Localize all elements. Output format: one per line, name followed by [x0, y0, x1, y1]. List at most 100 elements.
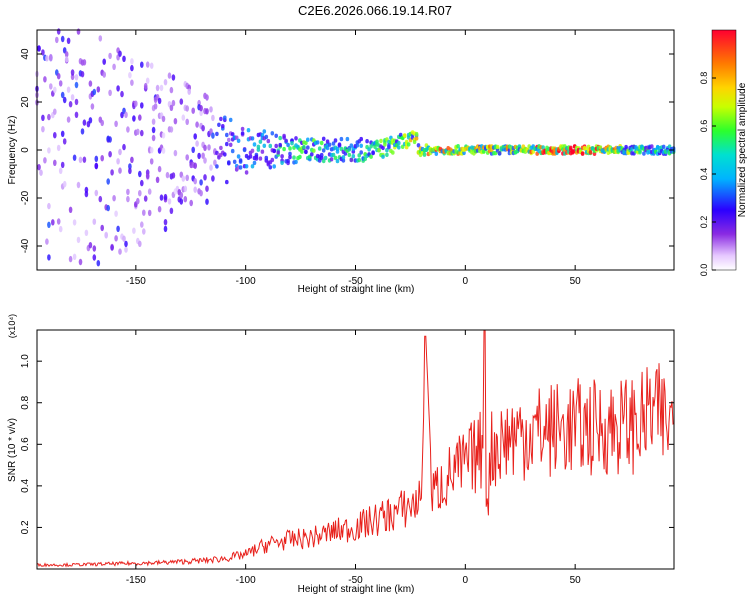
spectrogram-cell [242, 147, 247, 153]
spectrogram-cell [266, 138, 271, 144]
spectrogram-cell [456, 144, 460, 149]
spectrogram-cell [244, 170, 249, 175]
spectrogram-cell [108, 52, 112, 60]
spectrogram-cell [110, 244, 114, 251]
spectrogram-cell [236, 138, 241, 143]
spectrogram-cell [47, 113, 51, 121]
spectrogram-cell [369, 154, 373, 159]
spectrogram-cell [140, 102, 144, 109]
spectrogram-cell [64, 56, 69, 63]
spectrogram-cell [76, 28, 81, 35]
spectrogram-cell [292, 155, 296, 160]
snr-x-tick-label: -100 [236, 575, 256, 586]
spectrogram-cell [157, 165, 162, 173]
spectrogram-cell [126, 195, 130, 203]
spectrogram-cell [181, 114, 186, 121]
spectrogram-cell [383, 142, 387, 147]
spectrogram-cell [78, 156, 83, 163]
spectrogram-cell [290, 141, 294, 146]
spectrogram-cell [341, 155, 346, 160]
spectrogram-cell [130, 58, 134, 65]
spectrogram-cell [136, 128, 140, 135]
spectrogram-cell [193, 133, 197, 140]
spectrogram-cell [335, 158, 340, 164]
colorbar: 0.0 0.2 0.4 0.6 0.8 Normalized spectral ampl… [699, 29, 748, 276]
spectrogram-y-tick-label: 40 [20, 48, 31, 60]
spectrogram-cell [217, 122, 221, 128]
spectrogram-x-tick-label: -100 [236, 276, 256, 287]
spectrogram-cell [116, 225, 120, 232]
colorbar-label: Normalized spectral amplitude [737, 82, 748, 217]
snr-x-ticks: -150 -100 -50 0 50 [126, 330, 581, 586]
spectrogram-cell [37, 45, 41, 52]
spectrogram-cell [312, 148, 316, 153]
spectrogram-cell [171, 99, 176, 107]
spectrogram-cell [106, 178, 110, 185]
spectrogram-cell [140, 179, 144, 187]
spectrogram-cell [98, 35, 103, 42]
spectrogram-cell [227, 137, 231, 143]
spectrogram-cell [359, 136, 364, 142]
spectrogram-cell [185, 154, 189, 161]
spectrogram-cell [541, 145, 545, 150]
spectrogram-cell [60, 130, 65, 137]
spectrogram-cell [49, 83, 53, 90]
spectrogram-cell [250, 148, 255, 153]
spectrogram-cell [252, 160, 257, 166]
spectrogram-cell [155, 176, 160, 183]
spectrogram-cell [227, 160, 231, 165]
spectrogram-cell [414, 136, 419, 141]
spectrogram-cell [70, 73, 75, 81]
spectrogram-cell [167, 72, 172, 79]
snr-x-tick-label: 0 [463, 575, 469, 586]
snr-x-tick-label: 50 [570, 575, 582, 586]
spectrogram-cell [286, 158, 290, 164]
spectrogram-cell [118, 148, 122, 156]
spectrogram-cell [72, 219, 77, 226]
spectrogram-cell [173, 149, 178, 157]
spectrogram-cell [185, 105, 189, 112]
spectrogram-cell [104, 232, 108, 239]
spectrogram-cell [234, 135, 239, 140]
spectrogram-cell [225, 132, 229, 138]
spectrogram-cell [163, 193, 168, 201]
spectrogram-cell [215, 164, 219, 169]
spectrogram-cell [282, 135, 286, 140]
spectrogram-y-label: Frequency (Hz) [7, 116, 18, 185]
spectrogram-cell [106, 204, 110, 212]
spectrogram-cell [82, 119, 87, 126]
spectrogram-cell [78, 258, 83, 266]
spectrogram-cell [74, 81, 79, 89]
spectrogram-cell [102, 71, 106, 78]
spectrogram-cell [167, 198, 172, 205]
spectrogram-cell [173, 118, 178, 125]
spectrogram-cell [66, 37, 71, 44]
spectrogram-cell [321, 136, 326, 141]
spectrogram-cell [138, 170, 142, 178]
spectrogram-x-label: Height of straight line (km) [298, 284, 415, 295]
spectrogram-cell [272, 164, 277, 169]
spectrogram-cell [47, 221, 51, 228]
spectrogram-cell [80, 128, 85, 135]
spectrogram-cell [347, 152, 352, 158]
spectrogram-cell [45, 55, 49, 62]
spectrogram-cell [56, 144, 61, 152]
spectrogram-cell [151, 118, 156, 125]
spectrogram-cell [179, 198, 184, 205]
spectrogram-cell [385, 152, 389, 157]
spectrogram-cell [122, 55, 126, 62]
spectrogram-cell [45, 238, 49, 245]
spectrogram-cell [112, 195, 116, 202]
spectrogram-cell [161, 115, 166, 123]
spectrogram-cell [80, 71, 85, 78]
spectrogram-cell [110, 169, 114, 176]
spectrogram-cell [359, 150, 364, 155]
spectrogram-cell [142, 228, 146, 235]
spectrogram-cell [298, 154, 302, 160]
spectrogram-cell [116, 158, 120, 165]
spectrogram-cell [140, 61, 144, 68]
spectrogram-cell [187, 88, 191, 95]
spectrogram-cell [43, 157, 47, 164]
spectrogram-cell [60, 35, 65, 43]
spectrogram-cell [270, 157, 275, 163]
